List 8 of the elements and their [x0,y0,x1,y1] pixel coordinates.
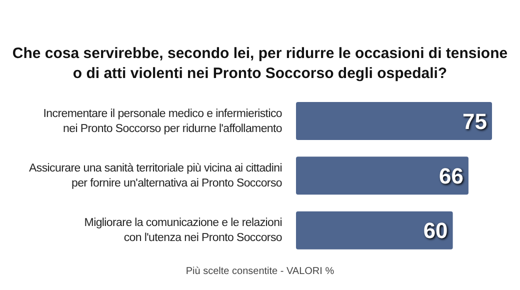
chart-title: Che cosa servirebbe, secondo lei, per ridurre le occasioni di tensione o di atti violenti nei Pronto Soccorso degli ospedali? [11,44,509,84]
y-tick-label: Incrementare il personale medico e infermieristico nei Pronto Soccorso per ridurne l'affollamento [43,108,282,135]
data-label: 75 [462,108,487,134]
text: Più scelte consentite - VALORI % [184,266,336,277]
data-label: 66 [438,163,464,188]
data-label: 60 [423,218,448,244]
y-tick-label: Migliorare la comunicazione e le relazioni con l'utenza nei Pronto Soccorso [84,217,282,244]
y-tick-label: Assicurare una sanità territoriale più vicina ai cittadini per fornire un'alternativa ai Pronto Soccorso [29,162,282,190]
